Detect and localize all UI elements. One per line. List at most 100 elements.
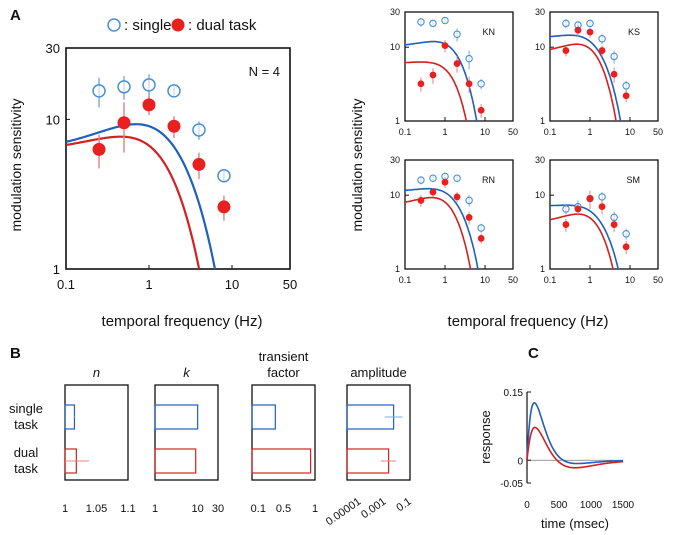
KS-xtick-label: 50 bbox=[653, 127, 663, 137]
params-panel-frame bbox=[251, 384, 316, 481]
RN-ytick-label: 10 bbox=[390, 190, 400, 200]
KN-single-point bbox=[417, 18, 425, 26]
KN-xtick-label: 1 bbox=[443, 127, 448, 137]
KN-dual-fit-line bbox=[405, 61, 468, 121]
SM-single-fit-line bbox=[550, 204, 620, 269]
mean-ytick-label: 1 bbox=[53, 262, 60, 277]
mean-single-point bbox=[167, 84, 181, 98]
panel-label-c: C bbox=[528, 345, 539, 362]
mean-xtick-label: 1 bbox=[145, 277, 152, 292]
mean-single-point bbox=[117, 80, 131, 94]
RN-title: RN bbox=[482, 175, 495, 185]
params-panel-title: factor bbox=[267, 365, 300, 380]
SM-single-point bbox=[562, 205, 570, 213]
KN-frame bbox=[404, 11, 514, 122]
SM-dual-point bbox=[610, 221, 618, 228]
SM-dual-point bbox=[586, 195, 594, 202]
params-tick-label: 1.1 bbox=[120, 503, 135, 515]
KN-single-point bbox=[465, 54, 473, 63]
params-category-label: single bbox=[9, 401, 43, 416]
mean-title: N = 4 bbox=[249, 64, 280, 79]
mean-ytick-label: 30 bbox=[46, 41, 60, 56]
params-panel-title: k bbox=[183, 365, 191, 380]
KS-dual-point bbox=[586, 28, 594, 36]
params-panel-frame bbox=[64, 384, 129, 481]
KS-ytick-label: 10 bbox=[535, 42, 545, 52]
mean-dual-point bbox=[117, 116, 131, 130]
params-tick-label: 30 bbox=[212, 503, 224, 515]
RN-single-point bbox=[465, 196, 473, 205]
RN-single-point bbox=[417, 176, 425, 184]
RN-dual-point bbox=[453, 193, 461, 201]
KN-dual-point bbox=[441, 42, 449, 50]
mean-single-point bbox=[192, 123, 206, 137]
RN-xtick-label: 50 bbox=[508, 275, 518, 285]
SM-ytick-label: 10 bbox=[535, 190, 545, 200]
KN-ytick-label: 1 bbox=[395, 116, 400, 126]
KN-single-point bbox=[429, 19, 437, 28]
KS-frame bbox=[549, 11, 659, 122]
params-tick-label: 0.001 bbox=[359, 496, 388, 522]
mean-xtick-label: 50 bbox=[283, 277, 297, 292]
legend: : single / : dual task bbox=[107, 17, 257, 34]
mean-single-point bbox=[217, 169, 231, 183]
RN-ytick-label: 1 bbox=[395, 264, 400, 274]
params-bar-single bbox=[154, 404, 199, 430]
KN-xtick-label: 50 bbox=[508, 127, 518, 137]
params-tick-label: 1.05 bbox=[86, 503, 107, 515]
KN-dual-point bbox=[477, 106, 485, 114]
grid-ylabel: modulation sensitivity bbox=[349, 98, 365, 231]
KN-xtick-label: 0.1 bbox=[399, 127, 412, 137]
SM-dual-fit-line bbox=[550, 213, 614, 269]
mean-dual-point bbox=[142, 98, 156, 112]
KS-title: KS bbox=[628, 27, 640, 37]
mean-dual-fit-line bbox=[66, 135, 201, 269]
SM-single-point bbox=[622, 230, 630, 238]
mean-ytick-label: 10 bbox=[46, 112, 60, 127]
params-bar-single bbox=[251, 404, 276, 430]
RN-dual-point bbox=[417, 197, 425, 204]
RN-frame bbox=[404, 159, 514, 270]
impulse-xtick-label: 1000 bbox=[580, 500, 603, 511]
RN-single-point bbox=[429, 174, 437, 182]
KN-single-point bbox=[441, 16, 449, 25]
KS-ytick-label: 30 bbox=[535, 7, 545, 17]
SM-dual-point bbox=[562, 221, 570, 228]
impulse-ytick-label: 0.15 bbox=[504, 388, 524, 399]
legend-single-marker bbox=[107, 18, 121, 32]
impulse-ytick-label: 0 bbox=[517, 456, 523, 467]
RN-dual-point bbox=[429, 188, 437, 196]
mean-ylabel: modulation sensitivity bbox=[8, 98, 24, 231]
params-panel-title: n bbox=[93, 365, 100, 380]
KN-single-point bbox=[453, 30, 461, 38]
KS-single-point bbox=[586, 19, 594, 28]
KN-single-fit-line bbox=[405, 40, 478, 121]
KN-dual-point bbox=[465, 80, 473, 88]
SM-xtick-label: 0.1 bbox=[544, 275, 557, 285]
params-panel-title: amplitude bbox=[350, 365, 406, 380]
impulse-single-line bbox=[526, 402, 623, 465]
KN-xtick-label: 10 bbox=[480, 127, 490, 137]
SM-frame bbox=[549, 159, 659, 270]
KS-dual-point bbox=[574, 26, 582, 34]
params-panel-title: transient bbox=[259, 349, 309, 364]
SM-dual-point bbox=[574, 205, 582, 213]
RN-xtick-label: 10 bbox=[480, 275, 490, 285]
KN-dual-point bbox=[453, 60, 461, 67]
params-panel-frame bbox=[346, 384, 411, 481]
RN-single-point bbox=[477, 224, 485, 232]
KS-single-point bbox=[562, 19, 570, 28]
SM-ytick-label: 1 bbox=[540, 264, 545, 274]
SM-xtick-label: 10 bbox=[625, 275, 635, 285]
legend-dual-marker bbox=[171, 18, 185, 32]
params-bar-dual bbox=[154, 448, 197, 474]
mean-frame bbox=[65, 47, 291, 270]
RN-xtick-label: 0.1 bbox=[399, 275, 412, 285]
mean-dual-point bbox=[92, 142, 106, 156]
legend-single-label: : single / bbox=[124, 17, 181, 34]
params-category-label: task bbox=[14, 417, 38, 432]
panel-label-a: A bbox=[10, 7, 21, 24]
KS-single-point bbox=[610, 52, 618, 61]
RN-dual-fit-line bbox=[405, 196, 472, 269]
KS-ytick-label: 1 bbox=[540, 116, 545, 126]
